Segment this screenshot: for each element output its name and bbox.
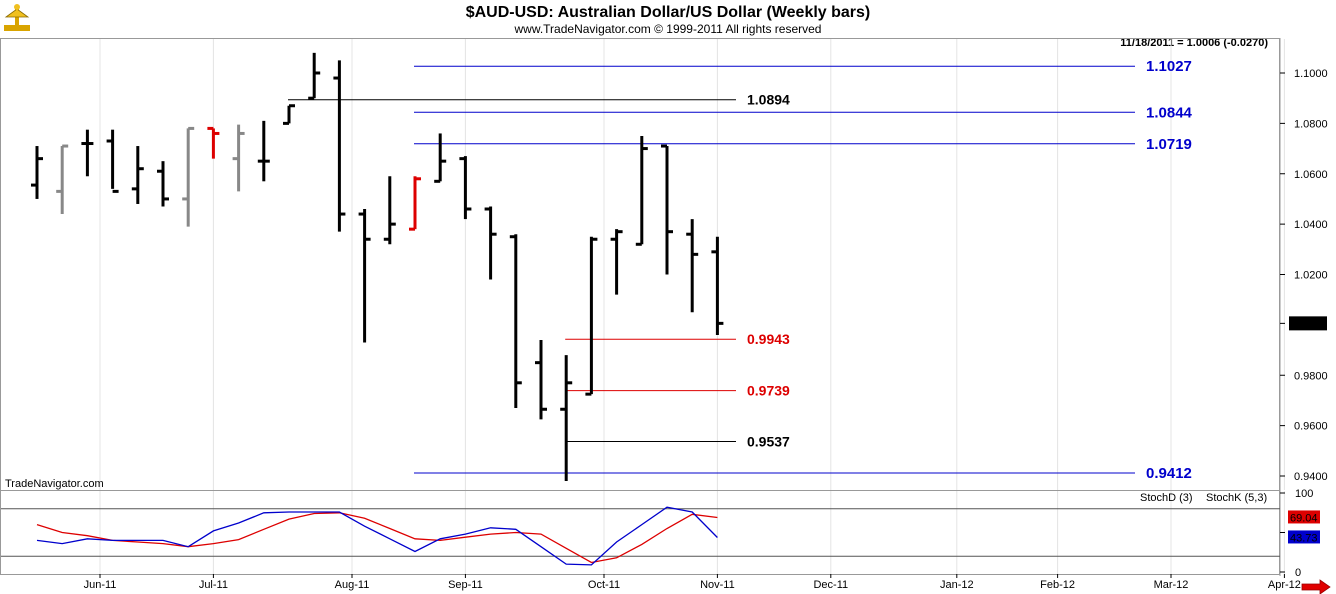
- watermark-text: TradeNavigator.com: [5, 478, 104, 490]
- time-axis-label: Sep-11: [448, 579, 483, 591]
- chart-title: $AUD-USD: Australian Dollar/US Dollar (W…: [466, 4, 871, 21]
- ohlc-bar: [635, 135, 648, 246]
- ohlc-bar: [358, 209, 371, 343]
- time-axis: Jun-11 Jul-11 Aug-11 Sep-11 Oct-11 Nov-11 Dec-…: [84, 574, 1301, 591]
- ohlc-bar: [484, 206, 497, 280]
- ohlc-bar: [661, 144, 673, 275]
- stoch-last-value-label: 43.73: [1290, 532, 1318, 544]
- time-axis-label: Nov-11: [700, 579, 735, 591]
- ohlc-bar: [711, 236, 724, 335]
- time-axis-label: Oct-11: [588, 579, 620, 591]
- price-levels: 1.1027 1.0894 1.0844 1.0719 0.9943 0.9739 0.95…: [288, 58, 1193, 482]
- ohlc-bar: [232, 124, 245, 192]
- stoch-panel-frame: [0, 490, 1280, 575]
- chart-subtitle: www.TradeNavigator.com © 1999-2011 All r…: [514, 22, 822, 36]
- price-level-label: 1.1027: [1146, 58, 1192, 75]
- ohlc-bar: [509, 234, 522, 408]
- ohlc-bar: [207, 126, 220, 159]
- stoch-last-value-box: [1288, 530, 1320, 544]
- ohlc-bar: [383, 176, 396, 245]
- ohlc-bar: [81, 129, 94, 177]
- stoch-last-value-label: 69.04: [1290, 512, 1318, 524]
- price-axis-label: 0.9600: [1294, 421, 1328, 433]
- price-axis-label: 0.9800: [1294, 370, 1328, 382]
- ohlc-bar: [686, 219, 699, 313]
- ohlc-bar: [459, 156, 472, 220]
- stoch-series-line: [36, 506, 718, 566]
- stoch-axis-label: 0: [1295, 567, 1301, 579]
- price-bars: [31, 52, 724, 482]
- price-axis-label: 1.1000: [1294, 68, 1328, 80]
- last-price-box: [1289, 316, 1327, 331]
- stoch-series-line: [36, 512, 718, 564]
- price-axis: 1.1000 1.0800 1.0600 1.0400 1.0200 1.0006 0.98…: [1280, 68, 1328, 483]
- ohlc-bar: [610, 229, 623, 295]
- quote-readout: 11/18/2011 = 1.0006 (-0.0270): [1120, 37, 1268, 49]
- stoch-axis-label: 100: [1295, 488, 1313, 500]
- plot-frames: [0, 38, 1281, 576]
- time-axis-label: Feb-12: [1040, 579, 1075, 591]
- ohlc-bar: [585, 236, 598, 396]
- legend-stochk: StochK (5,3): [1206, 492, 1267, 504]
- ohlc-bar: [535, 339, 547, 420]
- ohlc-bar: [31, 146, 43, 199]
- time-axis-label: Dec-11: [813, 579, 848, 591]
- time-axis-label: Jan-12: [940, 579, 974, 591]
- price-level-label: 1.0894: [747, 92, 790, 108]
- ohlc-bar: [106, 129, 119, 193]
- stochastic-panel: StochD (3) StochK (5,3) 100 0 69.04 43.73: [1, 488, 1320, 579]
- ohlc-bar: [308, 52, 321, 100]
- ohlc-bar: [560, 355, 573, 482]
- time-axis-label: Jul-11: [199, 579, 228, 591]
- price-level-label: 0.9412: [1146, 465, 1192, 482]
- ohlc-bar: [182, 126, 195, 227]
- header: $AUD-USD: Australian Dollar/US Dollar (W…: [4, 4, 1268, 49]
- scroll-right-icon[interactable]: [1301, 579, 1331, 594]
- price-axis-label: 0.9400: [1294, 471, 1328, 483]
- ohlc-bar: [434, 133, 447, 183]
- last-price-label: 1.0006: [1292, 318, 1326, 330]
- price-level-label: 0.9943: [747, 331, 790, 347]
- ohlc-bar: [131, 146, 144, 204]
- price-axis-label: 1.0400: [1294, 219, 1328, 231]
- main-panel-frame: [0, 38, 1280, 491]
- app-logo-icon: [4, 4, 30, 31]
- ohlc-bar: [257, 120, 270, 182]
- legend-stochd: StochD (3): [1140, 492, 1193, 504]
- price-axis-label: 1.0800: [1294, 118, 1328, 130]
- stoch-last-value-box: [1288, 510, 1320, 524]
- time-axis-label: Apr-12: [1268, 579, 1301, 591]
- ohlc-bar: [283, 104, 295, 125]
- ohlc-bar: [157, 161, 169, 207]
- price-level-label: 1.0719: [1146, 136, 1192, 153]
- price-axis-label: 1.0600: [1294, 169, 1328, 181]
- price-level-label: 1.0844: [1146, 104, 1193, 121]
- time-axis-label: Mar-12: [1154, 579, 1189, 591]
- time-axis-label: Aug-11: [335, 579, 370, 591]
- price-level-label: 0.9739: [747, 383, 790, 399]
- price-axis-label: 1.0200: [1294, 270, 1328, 282]
- ohlc-bar: [409, 176, 421, 231]
- ohlc-bar: [333, 60, 346, 232]
- ohlc-bar: [56, 144, 69, 215]
- price-level-label: 0.9537: [747, 433, 790, 449]
- time-axis-label: Jun-11: [84, 579, 117, 591]
